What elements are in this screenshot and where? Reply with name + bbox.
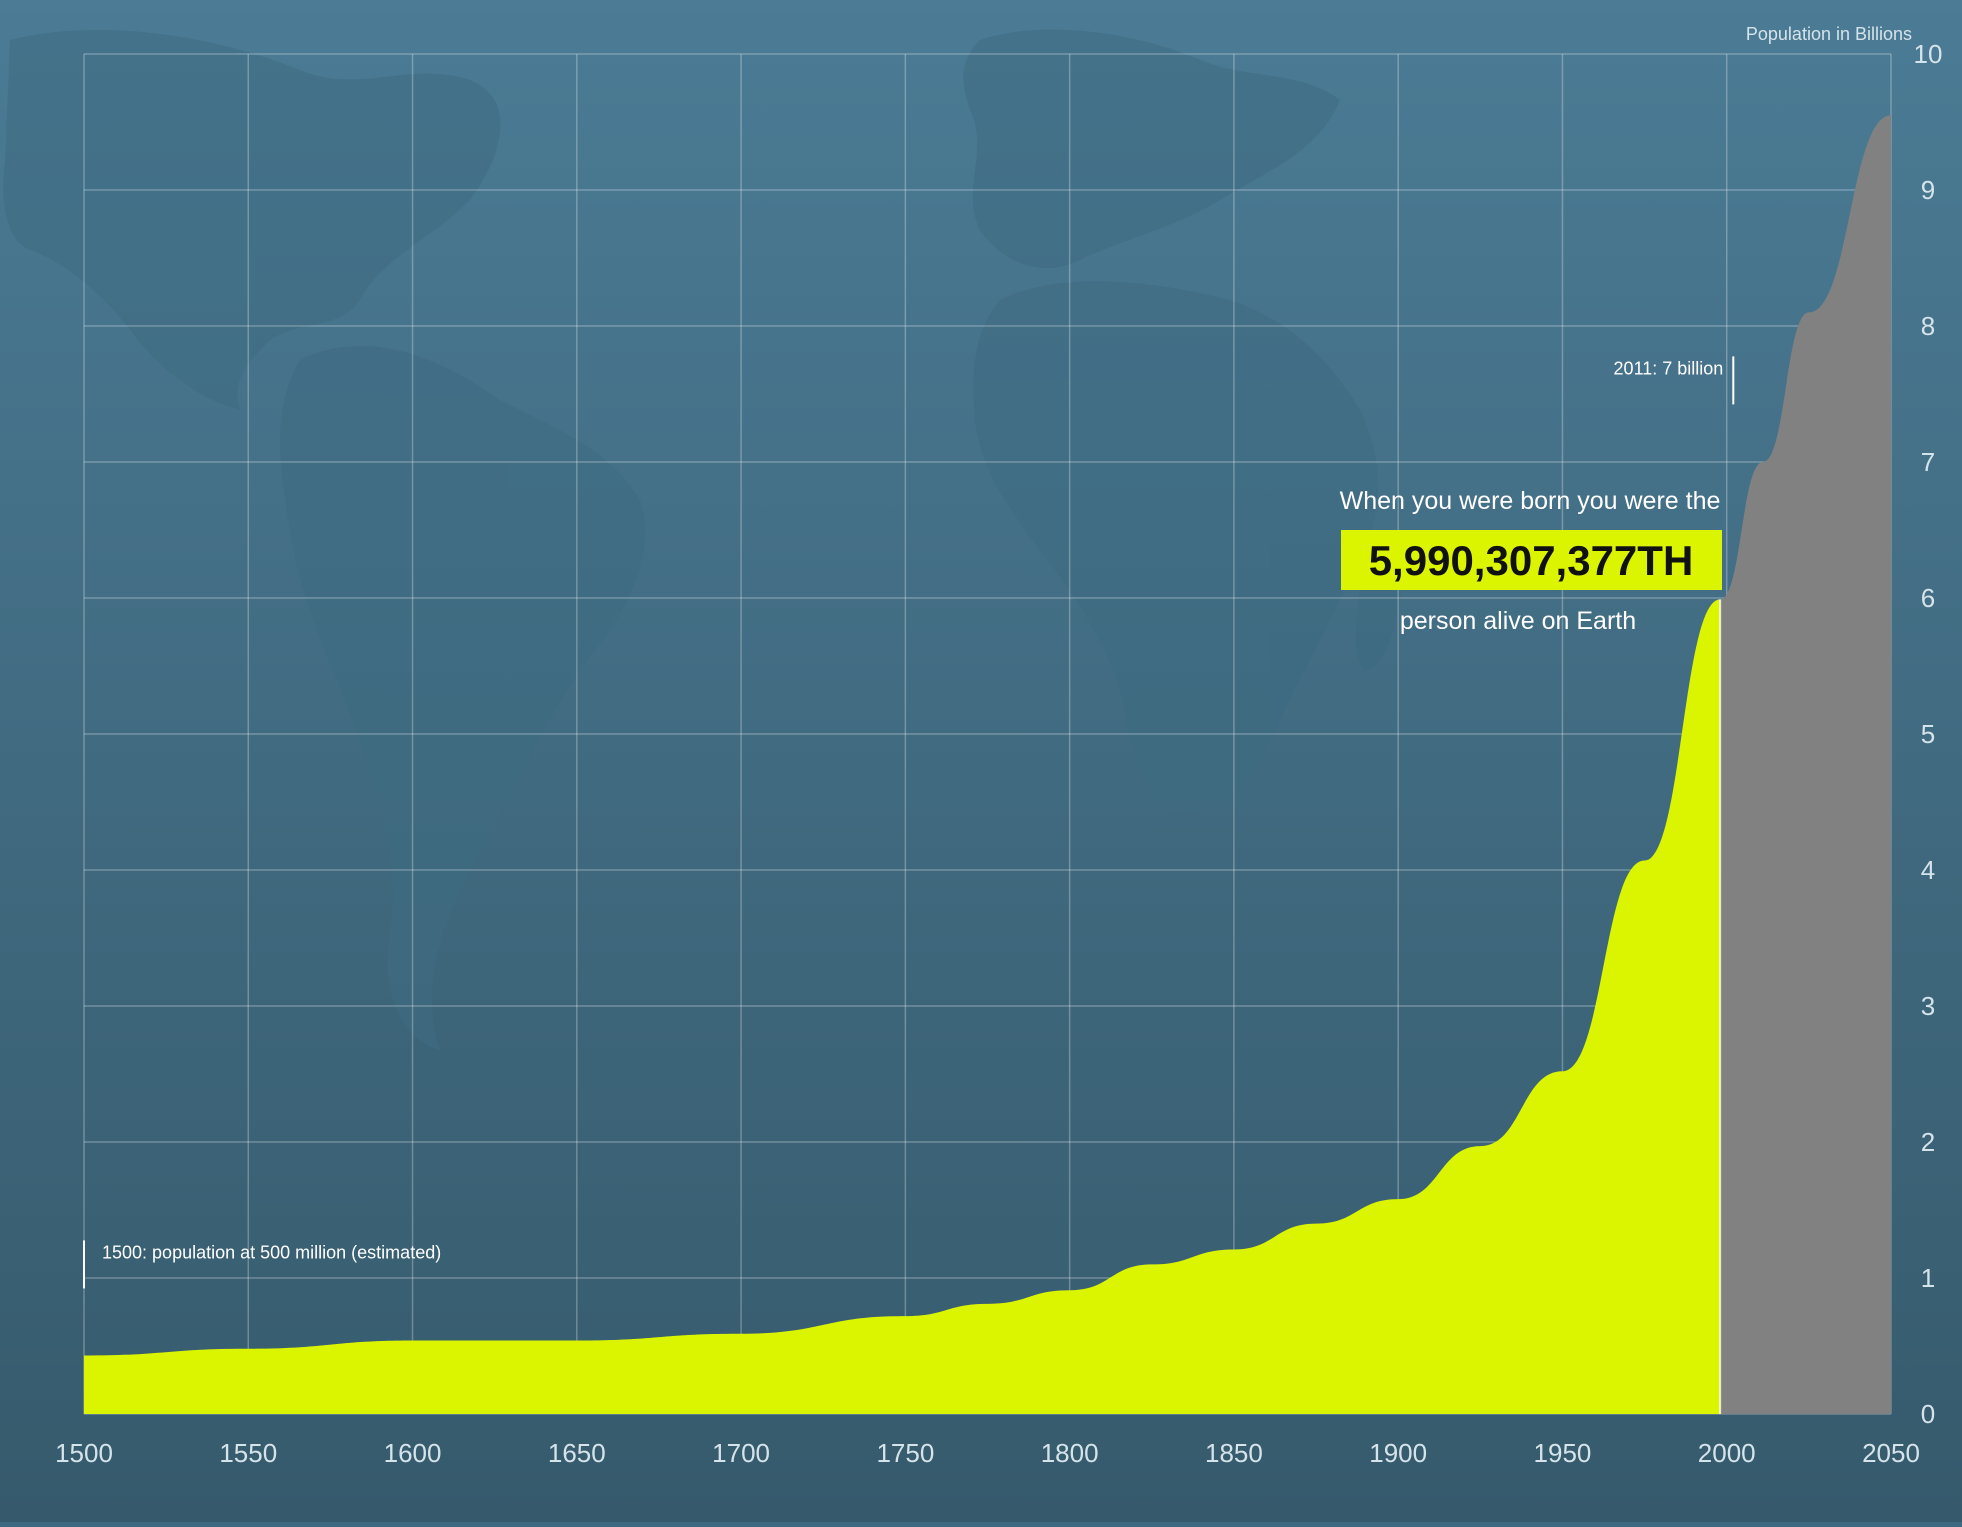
y-tick-label-0: 0 xyxy=(1921,1399,1935,1429)
annotation-label-0: 1500: population at 500 million (estimat… xyxy=(102,1242,441,1262)
x-axis-ticks: 1500 1550 1600 1650 1700 1750 1800 1850 1900 1950… xyxy=(55,1438,1920,1468)
chart-areas xyxy=(84,115,1891,1415)
callout-number: 5,990,307,377TH xyxy=(1369,537,1694,584)
y-tick-label-9: 9 xyxy=(1921,175,1935,205)
europe-shape xyxy=(963,29,1340,269)
x-tick-label-2050: 2050 xyxy=(1862,1438,1920,1468)
y-tick-label-10: 10 xyxy=(1914,39,1943,69)
south-america-shape xyxy=(280,345,646,1050)
x-tick-label-1850: 1850 xyxy=(1205,1438,1263,1468)
x-tick-label-1800: 1800 xyxy=(1041,1438,1099,1468)
y-tick-label-6: 6 xyxy=(1921,583,1935,613)
x-tick-label-1900: 1900 xyxy=(1369,1438,1427,1468)
y-tick-label-1: 1 xyxy=(1921,1263,1935,1293)
x-tick-label-1600: 1600 xyxy=(384,1438,442,1468)
y-tick-label-3: 3 xyxy=(1921,991,1935,1021)
chart-annotations: 1500: population at 500 million (estimat… xyxy=(83,356,1735,1289)
y-tick-label-5: 5 xyxy=(1921,719,1935,749)
y-tick-label-8: 8 xyxy=(1921,311,1935,341)
africa-shape xyxy=(973,281,1379,813)
x-tick-label-1700: 1700 xyxy=(712,1438,770,1468)
y-tick-label-7: 7 xyxy=(1921,447,1935,477)
callout-line1: When you were born you were the xyxy=(1340,487,1721,515)
y-axis-title: Population in Billions xyxy=(1746,24,1912,44)
x-tick-label-1550: 1550 xyxy=(219,1438,277,1468)
x-tick-label-1500: 1500 xyxy=(55,1438,113,1468)
x-tick-label-1950: 1950 xyxy=(1534,1438,1592,1468)
x-tick-label-1650: 1650 xyxy=(548,1438,606,1468)
area-series-0 xyxy=(84,599,1721,1414)
y-tick-label-4: 4 xyxy=(1921,855,1935,885)
callout-highlight-box xyxy=(1341,530,1722,590)
birth-callout: When you were born you were the 5,990,30… xyxy=(1340,487,1722,635)
x-tick-label-1750: 1750 xyxy=(876,1438,934,1468)
x-tick-label-2000: 2000 xyxy=(1698,1438,1756,1468)
callout-line2: person alive on Earth xyxy=(1400,607,1636,635)
annotation-label-1: 2011: 7 billion xyxy=(1614,358,1724,378)
world-map-background xyxy=(3,29,1401,1050)
area-series-1 xyxy=(1720,115,1891,1415)
y-tick-label-2: 2 xyxy=(1921,1127,1935,1157)
north-america-shape xyxy=(3,30,501,410)
y-axis-ticks: 0 1 2 3 4 5 6 7 8 9 10 xyxy=(1914,39,1943,1429)
